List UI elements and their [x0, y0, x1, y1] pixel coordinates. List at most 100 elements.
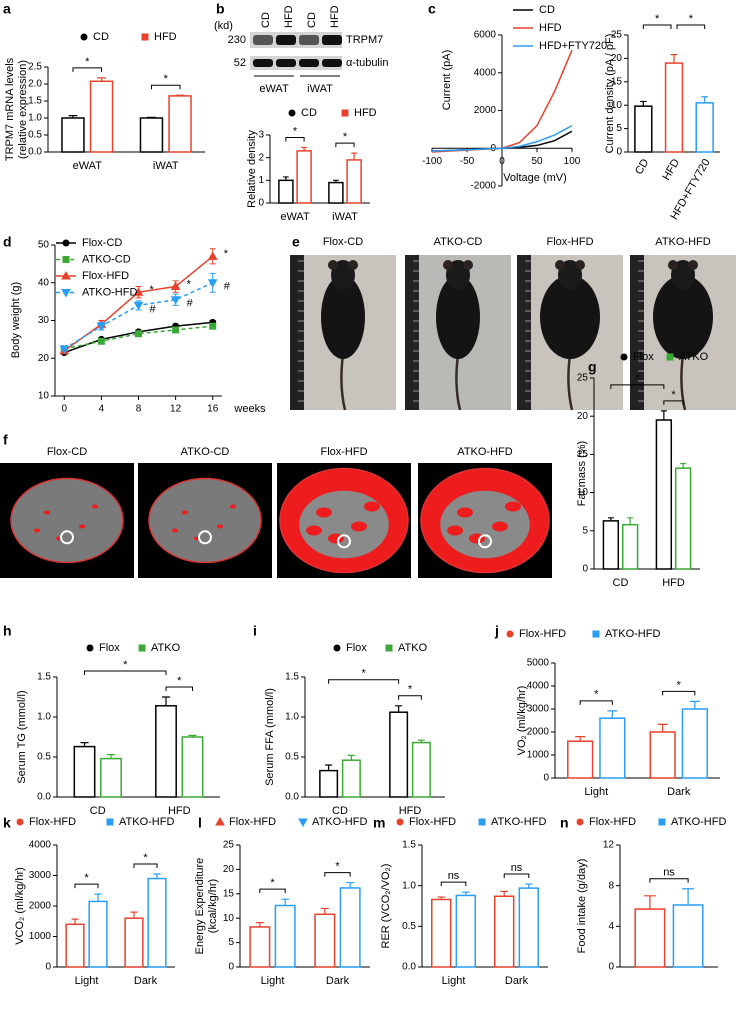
significance-bracket [503, 873, 530, 879]
legend-marker [80, 33, 88, 41]
mouse-body [540, 275, 600, 359]
error-bar [325, 764, 333, 771]
legend-label: ATKO [151, 642, 181, 654]
bar [431, 898, 452, 968]
legend-label: Flox-HFD [229, 816, 276, 828]
bar [634, 908, 666, 968]
error-bar [660, 410, 667, 421]
x-tick-label: Light [75, 975, 99, 987]
series-line [431, 124, 573, 152]
significance-bracket [72, 67, 103, 72]
significance-label: * [677, 679, 682, 691]
error-bar [417, 739, 425, 743]
x-tick-label: Light [442, 975, 466, 987]
bar [319, 769, 339, 798]
ct-body [10, 477, 124, 564]
error-bar [437, 896, 445, 900]
legend-marker [341, 109, 349, 117]
legend-label: ATKO-HFD [119, 816, 174, 828]
legend-label: ATKO [679, 351, 709, 363]
significance-label: # [224, 281, 231, 293]
blot-band [322, 35, 342, 45]
legend-label: CD [539, 4, 555, 16]
significance-label: ns [663, 867, 675, 879]
y-tick-label: 2 [258, 152, 264, 163]
error-bar [351, 152, 357, 160]
y-tick-label: 0 [616, 147, 622, 158]
panel-letter: a [3, 1, 11, 17]
significance-bracket [328, 679, 400, 684]
error-bar [462, 891, 470, 896]
data-point [133, 301, 144, 311]
x-tick-label: HFD [660, 157, 682, 183]
significance-label: * [224, 248, 229, 260]
bar [672, 904, 704, 968]
bar [518, 887, 539, 968]
x-tick-label: 0 [499, 156, 505, 167]
significance-bracket [259, 888, 286, 894]
error-bar [346, 881, 355, 888]
y-tick-label: 6000 [474, 30, 497, 41]
blot-kd: (kd) [214, 20, 233, 32]
y-tick-label: 40 [38, 277, 50, 288]
significance-bracket [649, 878, 689, 883]
legend-marker [138, 644, 146, 652]
blot-band [276, 59, 296, 67]
y-tick-label: 4000 [29, 840, 52, 851]
bar [674, 467, 692, 570]
x-tick-label: 4 [99, 404, 105, 415]
legend-label: Flox-HFD [29, 816, 76, 828]
x-tick-label: 50 [531, 156, 543, 167]
error-bar [607, 710, 618, 719]
x-tick-label: -100 [422, 156, 442, 167]
legend-label: HFD [539, 22, 562, 34]
y-tick-label: 4 [608, 921, 614, 932]
y-axis-label: Fat mass (%) [576, 441, 588, 506]
y-axis-label: Relative density [246, 130, 258, 208]
x-axis-label: Voltage (mV) [503, 172, 567, 184]
legend-marker [385, 644, 393, 652]
bar [88, 900, 108, 968]
bar [494, 895, 515, 968]
panel-letter: d [3, 234, 12, 250]
mouse-ear [348, 260, 358, 270]
significance-bracket [133, 863, 158, 868]
y-tick-label: 1 [258, 175, 264, 186]
significance-label: * [671, 389, 676, 401]
significance-label: * [361, 668, 366, 680]
y-tick-label: 25 [611, 30, 623, 41]
mouse-ear [463, 260, 473, 270]
y-tick-label: 50 [38, 240, 50, 251]
error-bar [657, 723, 668, 732]
y-tick-label: 3 [258, 130, 264, 141]
y-tick-label: 20 [38, 353, 50, 364]
y-tick-label: 1.0 [285, 712, 299, 723]
significance-label: * [689, 13, 694, 25]
mouse-body [436, 275, 480, 359]
blot-band [253, 35, 273, 45]
error-bar [644, 895, 656, 910]
y-tick-label: 0 [582, 564, 588, 575]
ruler [405, 255, 419, 410]
significance-label: * [335, 860, 340, 872]
error-bar [680, 462, 687, 469]
panel-letter: i [253, 623, 257, 639]
y-axis-label: Current (pA) [441, 50, 453, 111]
panel-letter: g [588, 359, 597, 375]
ct-fat [351, 521, 367, 532]
blot-band [253, 59, 273, 67]
y-tick-label: 5 [228, 937, 234, 948]
y-tick-label: 5 [616, 123, 622, 134]
mouse-tail [567, 354, 574, 411]
blot-band [322, 59, 342, 67]
bar [567, 740, 594, 779]
error-bar [525, 883, 533, 889]
y-tick-label: 4000 [474, 67, 497, 78]
significance-label: * [408, 684, 413, 696]
error-bar [575, 736, 586, 742]
blot-band [299, 35, 319, 45]
y-axis-label: Serum TG (mmol/l) [16, 690, 28, 783]
blot-band [276, 35, 296, 45]
image-label: ATKO-HFD [457, 446, 512, 458]
y-tick-label: 0.0 [37, 792, 51, 803]
